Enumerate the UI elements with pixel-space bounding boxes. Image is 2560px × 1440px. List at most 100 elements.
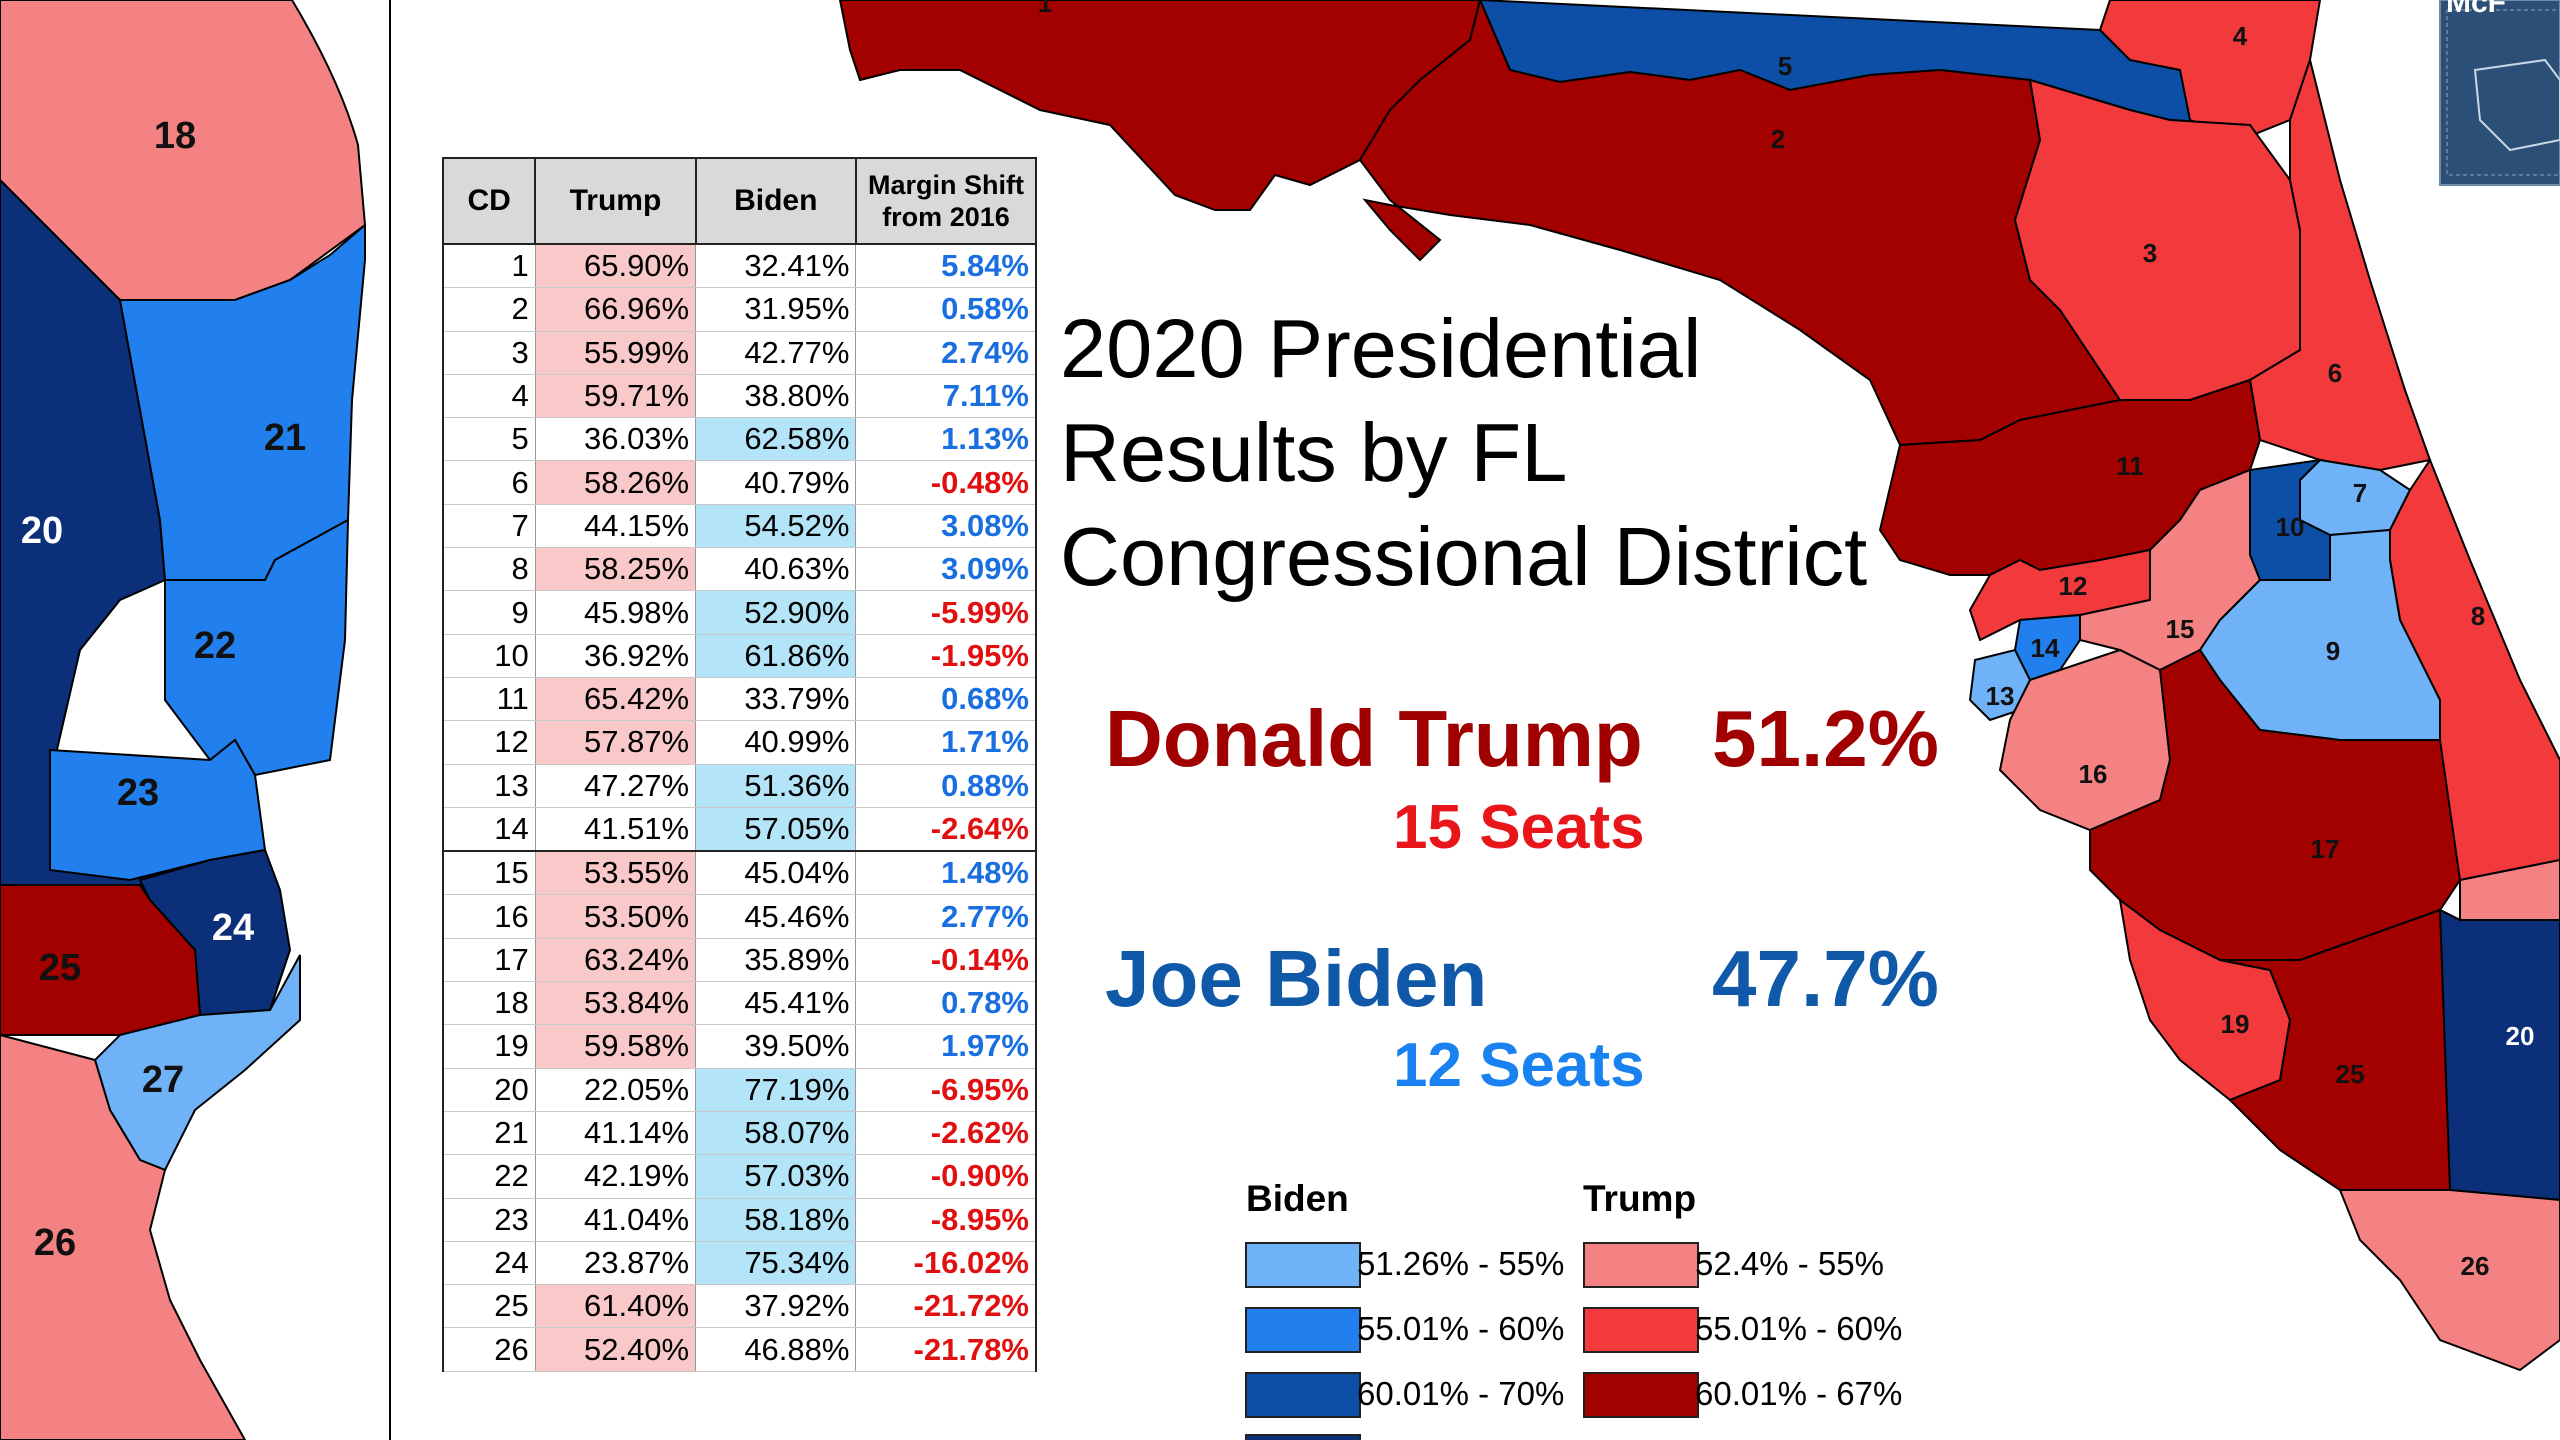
cell-cd: 22 xyxy=(441,1154,536,1199)
trump-name: Donald Trump xyxy=(1105,694,1643,783)
table-row: 16 53.50% 45.46% 2.77% xyxy=(441,894,1038,939)
label-3: 3 xyxy=(2143,238,2157,268)
cell-trump: 66.96% xyxy=(534,287,697,332)
cell-trump: 58.25% xyxy=(534,547,697,592)
table-row: 3 55.99% 42.77% 2.74% xyxy=(441,331,1038,375)
table-row: 12 57.87% 40.99% 1.71% xyxy=(441,720,1038,765)
cell-margin-shift: 7.11% xyxy=(855,374,1038,419)
cell-biden: 38.80% xyxy=(695,374,857,419)
results-table: CD Trump Biden Margin Shift from 2016 1 65… xyxy=(441,157,1038,1372)
cell-cd: 16 xyxy=(441,894,536,939)
cell-biden: 40.79% xyxy=(695,460,857,505)
table-row: 1 65.90% 32.41% 5.84% xyxy=(441,244,1038,289)
label-4: 4 xyxy=(2233,21,2248,51)
title-line-1: 2020 Presidential xyxy=(1060,302,1702,395)
table-row: 14 41.51% 57.05% -2.64% xyxy=(441,807,1038,852)
label-25: 25 xyxy=(2336,1059,2365,1089)
table-header-row: CD Trump Biden Margin Shift from 2016 xyxy=(441,157,1038,245)
cell-biden: 45.04% xyxy=(695,850,857,896)
label-1: 1 xyxy=(1038,0,1052,18)
inset-label-22: 22 xyxy=(194,625,236,667)
cell-trump: 47.27% xyxy=(534,764,697,808)
cell-trump: 65.42% xyxy=(534,677,697,722)
district-25-inset xyxy=(0,884,202,1036)
label-20: 20 xyxy=(2506,1021,2535,1051)
table-row: 4 59.71% 38.80% 7.11% xyxy=(441,374,1038,419)
cell-trump: 23.87% xyxy=(534,1241,697,1286)
label-8: 8 xyxy=(2471,601,2485,631)
cell-biden: 77.19% xyxy=(695,1068,857,1112)
cell-biden: 51.36% xyxy=(695,764,857,808)
svg-text:McF: McF xyxy=(2446,0,2506,19)
cell-cd: 17 xyxy=(441,938,536,983)
cell-cd: 7 xyxy=(441,504,536,549)
cell-margin-shift: 3.09% xyxy=(855,547,1038,592)
table-row: 26 52.40% 46.88% -21.78% xyxy=(441,1327,1038,1372)
cell-cd: 20 xyxy=(441,1068,536,1112)
label-9: 9 xyxy=(2326,636,2340,666)
legend-swatch-biden-1 xyxy=(1245,1242,1361,1288)
cell-trump: 53.50% xyxy=(534,894,697,939)
cell-margin-shift: -0.90% xyxy=(855,1154,1038,1199)
table-row: 23 41.04% 58.18% -8.95% xyxy=(441,1198,1038,1242)
table-row: 10 36.92% 61.86% -1.95% xyxy=(441,634,1038,678)
biden-name: Joe Biden xyxy=(1105,934,1488,1023)
cell-trump: 61.40% xyxy=(534,1284,697,1329)
cell-biden: 33.79% xyxy=(695,677,857,722)
cell-cd: 25 xyxy=(441,1284,536,1329)
cell-biden: 40.63% xyxy=(695,547,857,592)
inset-label-25: 25 xyxy=(39,947,81,989)
cell-margin-shift: -0.14% xyxy=(855,938,1038,983)
label-19: 19 xyxy=(2221,1009,2250,1039)
cell-biden: 58.18% xyxy=(695,1198,857,1242)
cell-margin-shift: 0.88% xyxy=(855,764,1038,808)
cell-trump: 58.26% xyxy=(534,460,697,505)
cell-margin-shift: -8.95% xyxy=(855,1198,1038,1242)
cell-trump: 59.58% xyxy=(534,1024,697,1069)
cell-cd: 23 xyxy=(441,1198,536,1242)
cell-cd: 19 xyxy=(441,1024,536,1069)
label-5: 5 xyxy=(1778,51,1792,81)
cell-trump: 22.05% xyxy=(534,1068,697,1112)
cell-margin-shift: -16.02% xyxy=(855,1241,1038,1286)
inset-label-27: 27 xyxy=(142,1059,184,1101)
inset-label-23: 23 xyxy=(117,772,159,814)
cell-cd: 9 xyxy=(441,590,536,635)
cell-biden: 45.46% xyxy=(695,894,857,939)
cell-margin-shift: -5.99% xyxy=(855,590,1038,635)
trump-seats: 15 Seats xyxy=(1393,793,1645,862)
cell-biden: 39.50% xyxy=(695,1024,857,1069)
cell-cd: 3 xyxy=(441,331,536,375)
col-header-trump: Trump xyxy=(534,157,697,245)
inset-label-24: 24 xyxy=(212,907,254,949)
legend-swatch-biden-3 xyxy=(1245,1372,1361,1418)
legend-swatch-trump-1 xyxy=(1583,1242,1699,1288)
cell-cd: 12 xyxy=(441,720,536,765)
cell-margin-shift: -21.72% xyxy=(855,1284,1038,1329)
cell-trump: 65.90% xyxy=(534,244,697,289)
cell-trump: 53.84% xyxy=(534,981,697,1026)
cell-cd: 8 xyxy=(441,547,536,592)
label-16: 16 xyxy=(2079,759,2108,789)
label-13: 13 xyxy=(1986,681,2015,711)
inset-label-21: 21 xyxy=(264,417,306,459)
cell-margin-shift: -1.95% xyxy=(855,634,1038,678)
cell-margin-shift: -21.78% xyxy=(855,1327,1038,1372)
cell-margin-shift: 5.84% xyxy=(855,244,1038,289)
legend-label-biden-1: 51.26% - 55% xyxy=(1357,1245,1565,1282)
district-22-inset xyxy=(164,518,350,777)
cell-trump: 41.51% xyxy=(534,807,697,852)
cell-biden: 75.34% xyxy=(695,1241,857,1286)
legend-trump-title: Trump xyxy=(1583,1178,1697,1219)
table-row: 17 63.24% 35.89% -0.14% xyxy=(441,938,1038,983)
label-6: 6 xyxy=(2328,358,2342,388)
cell-margin-shift: 1.71% xyxy=(855,720,1038,765)
cell-margin-shift: -2.64% xyxy=(855,807,1038,852)
label-12: 12 xyxy=(2059,571,2088,601)
legend-label-trump-2: 55.01% - 60% xyxy=(1695,1310,1903,1347)
cell-biden: 62.58% xyxy=(695,417,857,462)
inset-label-20: 20 xyxy=(21,510,63,552)
cell-trump: 42.19% xyxy=(534,1154,697,1199)
label-14: 14 xyxy=(2031,633,2060,663)
